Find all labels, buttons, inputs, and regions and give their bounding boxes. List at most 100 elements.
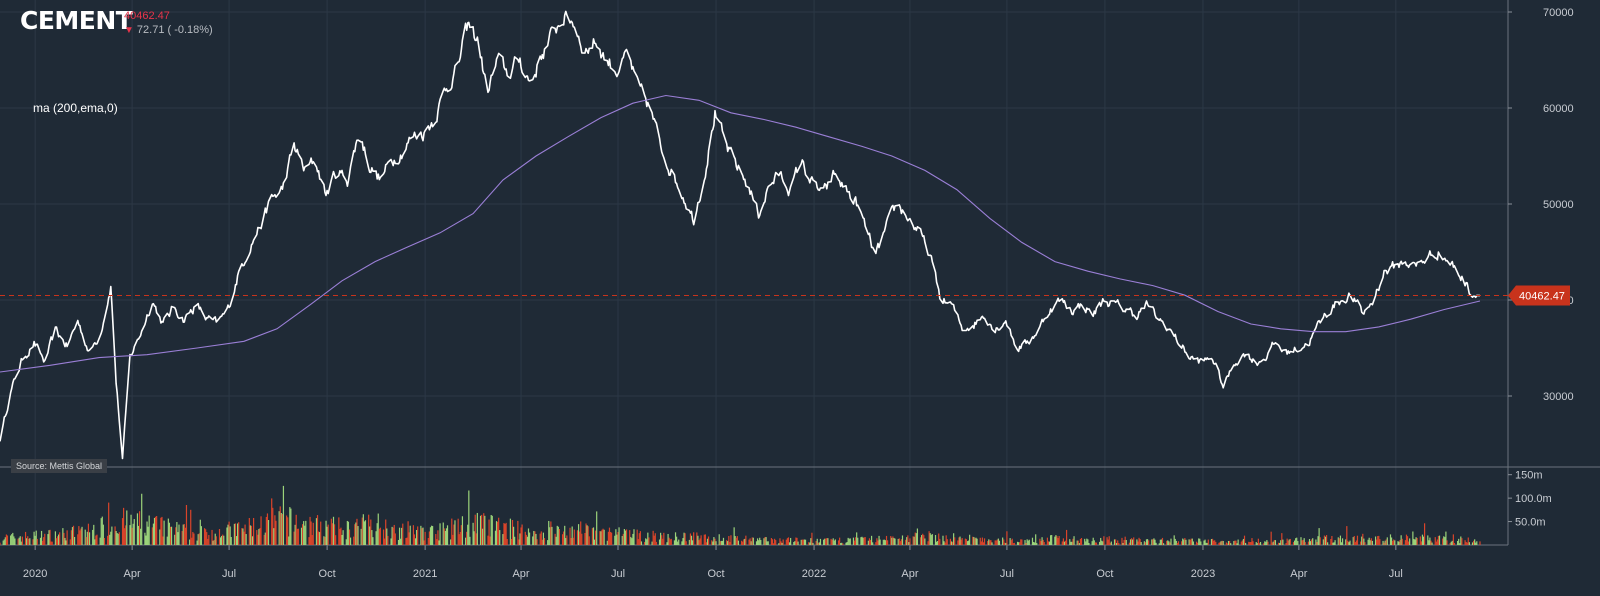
volume-bar <box>879 539 881 545</box>
volume-bar <box>740 540 743 545</box>
volume-bar <box>1339 535 1342 545</box>
volume-bar <box>1129 539 1132 545</box>
volume-bar <box>939 538 941 545</box>
volume-bar <box>390 538 392 545</box>
volume-bar <box>1369 540 1371 545</box>
x-tick-label: 2022 <box>802 568 826 580</box>
volume-bar <box>178 524 180 545</box>
volume-bar <box>1341 538 1344 545</box>
volume-bar <box>1229 540 1231 545</box>
volume-bar <box>1466 542 1468 545</box>
volume-bar <box>408 532 410 545</box>
volume-bar <box>1435 541 1437 545</box>
volume-bar <box>877 540 879 545</box>
volume-bar <box>1078 543 1080 545</box>
volume-bar <box>392 527 394 545</box>
volume-bar <box>795 537 797 545</box>
volume-bar <box>852 537 855 545</box>
volume-bar <box>1004 542 1006 545</box>
volume-bar <box>623 529 625 545</box>
volume-bar <box>182 524 184 545</box>
volume-bar <box>192 532 194 545</box>
volume-bar <box>1263 543 1265 545</box>
volume-bar <box>1215 541 1217 545</box>
volume-bar <box>1453 542 1456 545</box>
volume-bar <box>1056 536 1058 545</box>
volume-bar <box>958 537 960 545</box>
volume-bar <box>957 540 959 545</box>
volume-bar <box>629 530 631 545</box>
volume-bar <box>1230 543 1232 545</box>
volume-bar <box>32 539 34 545</box>
volume-bar <box>438 540 440 545</box>
volume-bar <box>711 540 713 545</box>
volume-bar <box>1297 541 1299 545</box>
volume-bar <box>846 542 848 545</box>
volume-bar <box>899 541 901 545</box>
volume-bar <box>1382 540 1384 545</box>
volume-bar <box>312 522 314 545</box>
volume-bar <box>1265 541 1267 545</box>
x-tick-label: Jul <box>611 568 625 580</box>
volume-bar <box>1079 538 1082 545</box>
volume-bar <box>519 533 521 545</box>
volume-bar <box>355 522 357 545</box>
volume-bar <box>406 537 408 545</box>
volume-bar <box>1431 542 1433 545</box>
price-change-text: 72.71 ( -0.18%) <box>136 24 213 36</box>
volume-bar <box>1235 540 1237 545</box>
volume-bar <box>376 523 378 545</box>
volume-bar <box>1214 540 1216 545</box>
volume-bar <box>518 539 520 545</box>
volume-bar <box>96 534 98 545</box>
price-change: ▼ 72.71 ( -0.18%) <box>124 24 213 36</box>
volume-bar <box>423 540 425 545</box>
volume-bar <box>371 530 373 545</box>
volume-bar <box>310 521 312 545</box>
volume-bar <box>510 539 513 545</box>
volume-bar <box>779 538 781 545</box>
volume-bar <box>756 538 759 545</box>
volume-bar <box>100 518 102 545</box>
volume-bar <box>474 514 476 545</box>
volume-bar <box>673 540 676 545</box>
volume-bar <box>1095 542 1098 545</box>
volume-bar <box>1035 534 1037 545</box>
volume-bar <box>849 538 851 545</box>
volume-bar <box>495 521 498 545</box>
volume-bar <box>203 528 206 545</box>
volume-bar <box>632 533 634 545</box>
volume-bar <box>451 518 453 545</box>
volume-bar <box>1055 535 1057 545</box>
volume-bar <box>688 539 690 545</box>
volume-bar <box>325 520 327 545</box>
volume-bar <box>397 539 400 545</box>
volume-bar <box>1070 541 1072 545</box>
volume-bar <box>1132 539 1134 545</box>
volume-bar <box>894 538 896 545</box>
volume-bar <box>1108 536 1110 545</box>
volume-bar <box>177 532 179 545</box>
volume-bar <box>163 520 165 545</box>
volume-bar <box>1292 542 1295 545</box>
volume-bar <box>742 541 744 545</box>
volume-bar <box>333 524 336 545</box>
volume-bar <box>804 539 807 545</box>
volume-bar <box>1071 541 1073 545</box>
volume-bar <box>893 537 895 545</box>
volume-bar <box>547 540 549 545</box>
volume-bar <box>921 535 923 545</box>
volume-bar <box>304 525 306 545</box>
x-tick-label: Jul <box>1389 568 1403 580</box>
volume-bar <box>457 518 459 545</box>
volume-bar <box>1360 541 1362 545</box>
volume-bar <box>1471 542 1474 545</box>
volume-bar <box>245 534 247 545</box>
volume-bar <box>988 539 990 545</box>
volume-bar <box>1058 536 1060 545</box>
volume-bar <box>286 515 288 545</box>
volume-bar <box>617 531 619 545</box>
volume-bar <box>472 522 474 545</box>
volume-bar <box>223 535 225 545</box>
